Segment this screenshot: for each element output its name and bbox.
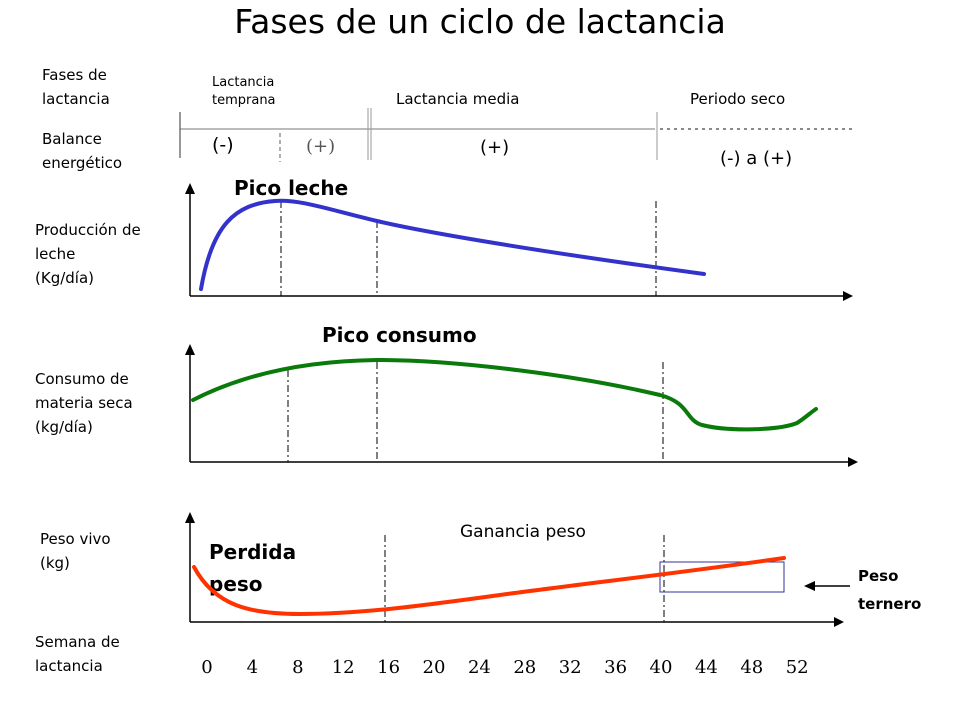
phase-early-line: Lactancia [212, 75, 275, 90]
balance-dry: (-) a (+) [720, 148, 793, 169]
milk-x-axis-arrow [843, 291, 853, 301]
milk-y-axis-arrow [185, 183, 195, 194]
phase-early: Lactancia temprana [212, 74, 276, 110]
phase-early-line: temprana [212, 93, 276, 108]
milk-production-curve [199, 198, 706, 291]
intake-row-label: Consumo de materia seca (kg/día) [35, 367, 133, 439]
weight-row-label-line: (kg) [40, 554, 70, 572]
milk-row-label-line: leche [35, 245, 76, 263]
week-row-label-line: lactancia [35, 657, 103, 675]
milk-peak-label: Pico leche [234, 176, 349, 200]
intake-y-axis-arrow [185, 344, 195, 355]
intake-x-axis-arrow [848, 457, 858, 467]
weight-x-axis-arrow [834, 617, 844, 627]
balance-row-label: Balance energético [42, 127, 122, 175]
diagram-title: Fases de un ciclo de lactancia [234, 2, 726, 41]
calf-weight-label-line: ternero [858, 595, 922, 613]
weight-row-label: Peso vivo (kg) [40, 527, 111, 575]
calf-weight-label: Peso ternero [858, 562, 921, 618]
week-row-label-line: Semana de [35, 633, 120, 651]
intake-panel [185, 344, 858, 467]
weight-loss-label: Perdida peso [209, 536, 296, 600]
intake-peak-label: Pico consumo [322, 323, 477, 347]
intake-row-label-line: (kg/día) [35, 418, 93, 436]
weight-gain-label: Ganancia peso [460, 522, 586, 542]
milk-row-label: Producción de leche (Kg/día) [35, 218, 141, 290]
weight-panel [185, 512, 850, 627]
balance-row-label-line: Balance [42, 130, 102, 148]
balance-early-negative: (-) [212, 134, 234, 156]
phases-row-label: Fases de lactancia [42, 63, 110, 111]
intake-row-label-line: Consumo de [35, 370, 129, 388]
calf-weight-label-line: Peso [858, 567, 899, 585]
weight-y-axis-arrow [185, 512, 195, 523]
milk-row-label-line: (Kg/día) [35, 269, 94, 287]
weight-loss-label-line: Perdida [209, 540, 297, 564]
weight-row-label-line: Peso vivo [40, 530, 111, 548]
calf-weight-arrow-head [804, 581, 815, 591]
calf-weight-box [659, 561, 785, 593]
phase-dry: Periodo seco [690, 90, 786, 108]
balance-row-label-line: energético [42, 154, 123, 172]
milk-panel [185, 183, 853, 301]
phases-row-label-line: Fases de [42, 66, 107, 84]
intake-row-label-line: materia seca [35, 394, 133, 412]
week-row-label: Semana de lactancia [35, 630, 120, 678]
balance-mid: (+) [480, 137, 510, 158]
milk-row-label-line: Producción de [35, 221, 141, 239]
phase-mid: Lactancia media [396, 90, 520, 108]
body-weight-curve [192, 556, 786, 617]
weight-loss-label-line: peso [209, 572, 263, 596]
phases-row-label-line: lactancia [42, 90, 110, 108]
intake-curve [191, 357, 818, 432]
balance-early-positive: (+) [306, 136, 336, 157]
